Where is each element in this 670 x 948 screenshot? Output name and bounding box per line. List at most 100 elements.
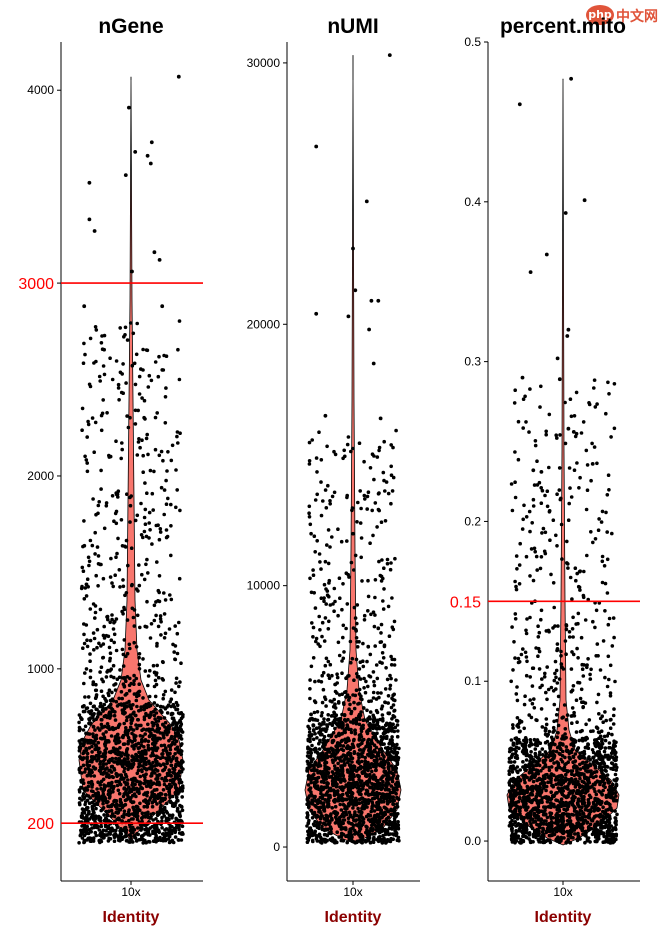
data-point [111,584,115,589]
data-point [157,574,162,578]
data-point [357,792,362,796]
data-point [309,759,314,763]
data-point [167,724,171,728]
data-point [366,644,371,649]
data-point [375,731,379,735]
data-point [118,807,122,812]
data-point [88,336,93,341]
data-point [387,788,391,792]
data-point [392,758,397,762]
data-point [120,441,124,445]
data-point [79,815,84,820]
data-point [307,761,311,766]
data-point [307,794,312,798]
data-point [111,727,116,732]
data-point [173,835,178,839]
data-point [387,792,392,796]
data-point [335,672,339,676]
data-point [316,805,320,810]
data-point [308,764,313,768]
data-point [156,588,161,593]
data-point [372,762,376,767]
data-point [142,707,146,712]
data-point [305,766,310,771]
data-point [332,710,336,715]
data-point [332,697,337,702]
data-point [146,781,150,786]
data-point [113,737,118,741]
threshold-label: 200 [27,816,54,833]
data-point [368,541,372,545]
data-point [119,827,123,831]
data-point [131,331,136,336]
data-point [134,839,139,843]
data-point [152,618,157,623]
data-point [152,738,157,743]
data-point [595,820,600,824]
data-point [94,833,99,838]
data-point [151,663,156,668]
data-point [558,746,562,750]
data-point [99,487,103,491]
data-point [114,747,118,752]
data-point [89,773,93,778]
data-point [134,808,138,812]
data-point [337,725,341,729]
data-point [358,697,363,701]
data-point [148,668,152,673]
data-point [166,730,171,734]
data-point [84,458,89,462]
data-point [348,702,352,707]
data-point [340,759,344,763]
data-point [333,804,338,809]
data-point [322,722,326,726]
data-point [341,635,345,640]
data-point [356,806,360,811]
data-point [309,800,314,805]
data-point [524,758,529,762]
data-point [371,696,376,700]
data-point [78,833,83,838]
data-point [321,776,326,780]
data-point [150,765,154,769]
data-point [321,801,326,805]
data-point [353,810,357,814]
data-point [367,743,371,748]
data-point [166,816,171,821]
data-point [143,811,148,816]
data-point [160,677,165,681]
data-point [143,669,148,673]
data-point [395,723,400,727]
data-point [333,702,337,706]
data-point [123,798,128,803]
data-point [316,798,321,802]
data-point [325,589,330,593]
data-point [385,557,390,562]
data-point [119,702,123,706]
data-point [143,507,148,512]
data-point [347,783,352,787]
data-point [161,368,166,372]
data-point [307,730,312,734]
data-point [116,788,121,793]
data-point [162,743,167,748]
data-point [121,391,125,396]
data-point [340,738,345,743]
data-point [326,528,331,532]
data-point [169,774,173,778]
data-point [349,772,354,777]
data-point [386,694,391,698]
data-point [163,421,168,425]
data-point [319,513,324,518]
outlier-point [364,199,369,204]
data-point [81,763,86,768]
data-point [153,447,158,452]
data-point [336,527,340,531]
data-point [372,809,377,813]
data-point [307,462,312,466]
data-point [316,814,320,819]
data-point [84,814,89,819]
data-point [142,839,147,843]
data-point [360,800,365,805]
data-point [359,536,364,540]
